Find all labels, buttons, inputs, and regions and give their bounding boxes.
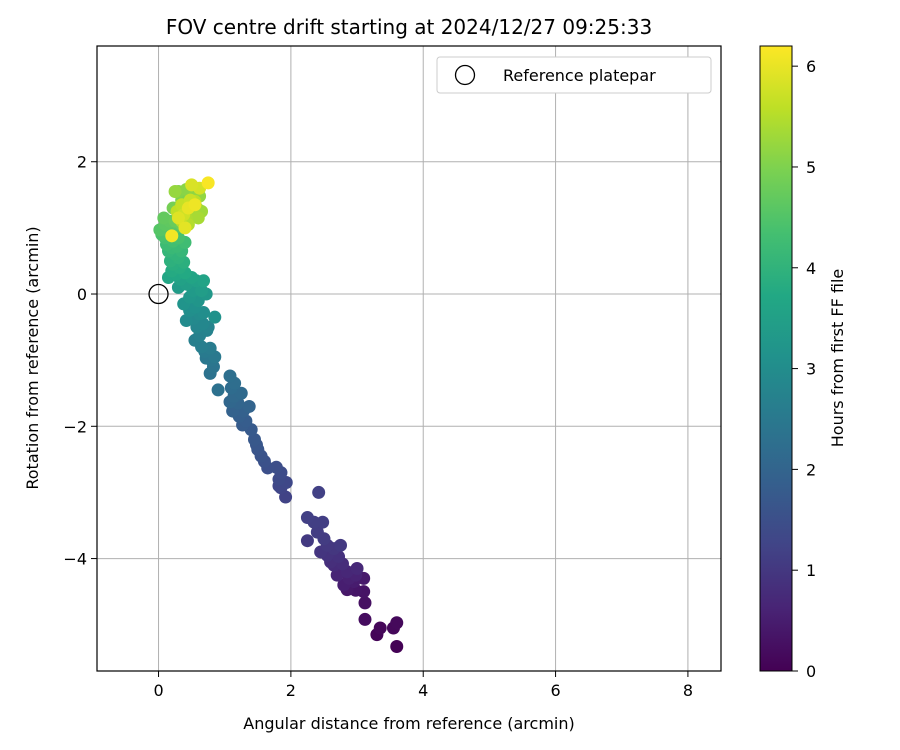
data-point [390,640,404,654]
data-point [179,313,193,327]
data-point [300,511,314,525]
x-tick-label: 6 [550,681,560,700]
scatter-series [153,176,404,654]
reference-platepar-marker [148,283,169,305]
colorbar-tick-label: 1 [806,561,816,580]
data-point [300,534,314,548]
data-point [373,621,387,635]
reference-marker-layer [148,283,169,305]
x-tick-label: 8 [683,681,693,700]
legend-frame [436,56,712,94]
data-point [390,616,404,630]
data-point [178,221,192,235]
data-point [168,185,182,199]
data-point [157,211,171,225]
data-point [188,198,202,212]
data-point [171,211,185,225]
colorbar-ticks: 0 1 2 3 4 5 6 [792,57,816,681]
data-point [211,383,225,397]
data-point [208,310,222,324]
data-point [185,178,199,192]
x-axis-label: Angular distance from reference (arcmin) [243,714,574,733]
data-point [312,485,326,499]
data-point [197,274,211,288]
data-point [234,386,248,400]
y-tick-label: −2 [63,417,87,436]
colorbar-tick-label: 2 [806,460,816,479]
y-tick-label: 2 [77,153,87,172]
x-axis-ticks: 0 2 4 6 8 [153,671,693,700]
x-tick-label: 4 [418,681,428,700]
colorbar-tick-label: 3 [806,360,816,379]
chart-title: FOV centre drift starting at 2024/12/27 … [166,15,652,39]
data-point [195,284,209,298]
data-point [330,568,344,582]
data-point [310,525,324,539]
colorbar-label: Hours from first FF file [828,269,847,448]
y-tick-label: −4 [63,550,87,569]
y-tick-label: 0 [77,285,87,304]
data-point [242,399,256,413]
data-point [334,538,348,552]
y-axis-ticks: 2 0 −2 −4 [63,153,97,569]
x-tick-label: 2 [286,681,296,700]
x-tick-label: 0 [153,681,163,700]
colorbar-tick-label: 6 [806,57,816,76]
colorbar-tick-label: 0 [806,662,816,681]
legend-marker-reference [454,64,476,86]
plot-frame [96,45,722,672]
data-point [358,596,372,610]
legend: Reference platepar [436,56,712,94]
data-point [247,433,261,447]
colorbar-tick-label: 5 [806,158,816,177]
data-point [358,612,372,626]
data-point [201,176,215,190]
colorbar [759,45,793,672]
data-point [165,229,179,243]
colorbar-tick-label: 4 [806,259,816,278]
data-point [350,561,364,575]
data-point [223,369,237,383]
data-point [191,211,205,225]
y-axis-label: Rotation from reference (arcmin) [23,226,42,489]
legend-label-reference: Reference platepar [503,66,656,85]
grid-lines [97,46,721,671]
